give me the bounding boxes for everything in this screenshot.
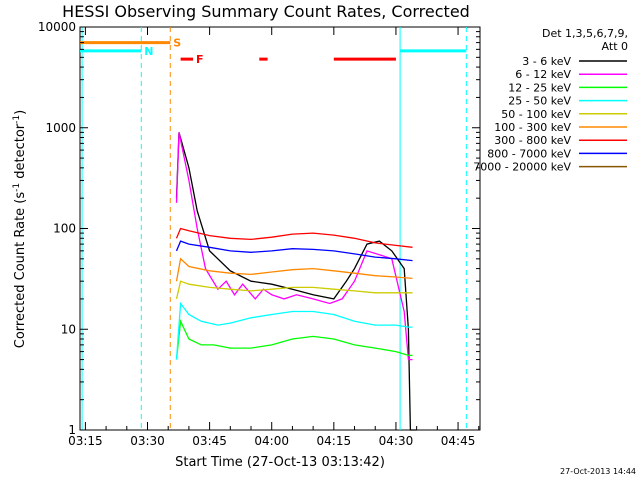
legend-label-5: 100 - 300 keV [494,121,571,134]
plot-timestamp: 27-Oct-2013 14:44 [560,467,636,476]
legend-label-1: 6 - 12 keV [515,68,571,81]
y-axis-label-mid: detector [13,123,28,183]
x-tick-label-6: 04:45 [441,434,476,448]
x-tick-label-4: 04:15 [317,434,352,448]
x-tick-label-1: 03:30 [130,434,165,448]
x-axis-label: Start Time (27-Oct-13 03:13:42) [175,455,385,470]
y-tick-label-0: 1 [68,423,76,437]
legend-label-3: 25 - 50 keV [508,95,571,108]
flag-label-n: N [144,45,153,58]
chart-title: HESSI Observing Summary Count Rates, Cor… [62,2,470,21]
legend-header-detectors: Det 1,3,5,6,7,9, [542,27,628,40]
legend-label-8: 7000 - 20000 keV [473,161,571,174]
legend-label-6: 300 - 800 keV [494,134,571,147]
y-tick-label-2: 100 [53,222,76,236]
x-tick-label-3: 04:00 [254,434,289,448]
flag-label-s: S [173,37,181,50]
y-axis-label-exp2: -1 [12,115,22,124]
plot-area: S N F 03:15 03:30 03:45 04:00 04:15 04:30 04:45 1 1… [38,20,481,448]
series-line-6 [175,227,413,248]
plot-frame [79,26,481,431]
series-line-0 [175,132,417,431]
x-tick-label-0: 03:15 [68,434,103,448]
y-tick-label-1: 10 [61,322,76,336]
legend-label-4: 50 - 100 keV [501,108,571,121]
flag-label-f: F [196,53,204,66]
y-axis-label-main: Corrected Count Rate (s [13,192,28,349]
x-tick-label-2: 03:45 [192,434,227,448]
y-axis-label-end: ) [13,110,28,115]
legend-label-2: 12 - 25 keV [508,81,571,94]
series-line-2 [175,318,413,360]
legend-header-attenuator: Att 0 [602,40,628,53]
series-line-7 [175,240,413,262]
y-axis-label: Corrected Count Rate (s-1 detector-1) [12,110,28,348]
x-tick-label-5: 04:30 [379,434,414,448]
legend-label-7: 800 - 7000 keV [487,147,571,160]
y-tick-label-4: 10000 [38,20,76,34]
series-line-4 [175,280,413,300]
y-axis-label-exp1: -1 [12,183,22,192]
series-line-3 [175,301,413,360]
legend-label-0: 3 - 6 keV [522,55,571,68]
y-tick-label-3: 1000 [45,121,76,135]
series-line-5 [175,257,413,282]
series-line-1 [175,132,413,361]
